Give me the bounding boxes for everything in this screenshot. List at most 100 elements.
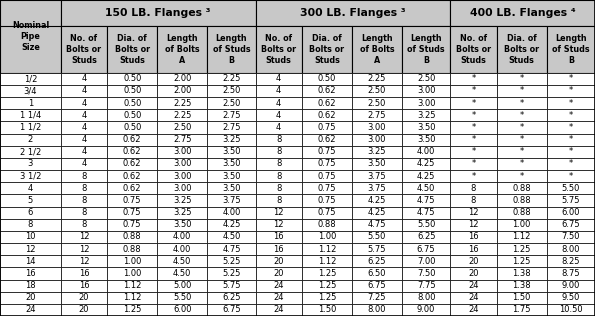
Bar	[255, 73, 302, 85]
Bar	[352, 267, 402, 279]
Bar	[207, 73, 255, 85]
Text: 0.75: 0.75	[318, 123, 336, 132]
Bar	[402, 85, 450, 97]
Text: 24: 24	[25, 306, 36, 314]
Bar	[0, 219, 61, 231]
Bar	[450, 146, 497, 158]
Text: 2.50: 2.50	[222, 87, 240, 95]
Bar	[302, 170, 352, 182]
Text: 4: 4	[82, 99, 87, 107]
Text: *: *	[519, 160, 524, 168]
Text: 8: 8	[82, 220, 87, 229]
Bar	[450, 0, 595, 26]
Text: 4: 4	[82, 74, 87, 83]
Bar	[255, 279, 302, 292]
Text: 3.00: 3.00	[417, 99, 436, 107]
Text: 2.75: 2.75	[222, 123, 240, 132]
Bar	[157, 170, 207, 182]
Text: Length
of Studs
B: Length of Studs B	[408, 34, 445, 65]
Bar	[255, 133, 302, 146]
Text: *: *	[471, 87, 475, 95]
Text: 0.62: 0.62	[318, 99, 336, 107]
Bar	[0, 85, 61, 97]
Text: 0.62: 0.62	[318, 135, 336, 144]
Bar	[302, 219, 352, 231]
Text: 8: 8	[82, 196, 87, 205]
Bar	[0, 304, 61, 316]
Bar	[0, 73, 61, 85]
Bar	[255, 206, 302, 219]
Text: 1.00: 1.00	[318, 233, 336, 241]
Text: 24: 24	[274, 306, 284, 314]
Text: 8.00: 8.00	[562, 245, 580, 253]
Text: *: *	[519, 135, 524, 144]
Text: *: *	[519, 111, 524, 120]
Bar	[107, 219, 157, 231]
Bar	[547, 194, 595, 206]
Text: *: *	[569, 147, 573, 156]
Bar	[497, 267, 547, 279]
Bar	[402, 158, 450, 170]
Text: 9.50: 9.50	[562, 293, 580, 302]
Text: 12: 12	[468, 220, 479, 229]
Bar	[61, 146, 107, 158]
Bar	[450, 194, 497, 206]
Text: 3.00: 3.00	[173, 172, 192, 180]
Bar	[497, 182, 547, 194]
Bar	[497, 109, 547, 121]
Text: 1.25: 1.25	[318, 269, 336, 278]
Text: 4.00: 4.00	[173, 233, 192, 241]
Bar	[302, 121, 352, 133]
Text: 0.50: 0.50	[123, 99, 142, 107]
Bar	[61, 26, 107, 73]
Text: 5.25: 5.25	[222, 257, 240, 266]
Bar	[0, 133, 61, 146]
Text: 0.50: 0.50	[123, 87, 142, 95]
Text: 3.75: 3.75	[368, 172, 386, 180]
Text: 20: 20	[468, 257, 479, 266]
Text: 3.25: 3.25	[368, 147, 386, 156]
Bar	[157, 121, 207, 133]
Text: 0.75: 0.75	[318, 160, 336, 168]
Text: 0.50: 0.50	[123, 123, 142, 132]
Text: 0.62: 0.62	[123, 135, 142, 144]
Bar	[207, 97, 255, 109]
Text: 1.25: 1.25	[318, 281, 336, 290]
Text: Dia. of
Bolts or
Studs: Dia. of Bolts or Studs	[504, 34, 539, 65]
Text: 2.25: 2.25	[368, 74, 386, 83]
Bar	[107, 255, 157, 267]
Bar	[450, 243, 497, 255]
Bar	[402, 255, 450, 267]
Bar	[402, 73, 450, 85]
Bar	[157, 26, 207, 73]
Bar	[302, 206, 352, 219]
Text: No. of
Bolts or
Studs: No. of Bolts or Studs	[67, 34, 102, 65]
Bar	[107, 146, 157, 158]
Bar	[157, 146, 207, 158]
Text: 8.00: 8.00	[417, 293, 436, 302]
Text: 18: 18	[25, 281, 36, 290]
Bar	[255, 292, 302, 304]
Text: 8.00: 8.00	[368, 306, 386, 314]
Text: 3 1/2: 3 1/2	[20, 172, 41, 180]
Text: 5.75: 5.75	[368, 245, 386, 253]
Bar	[402, 279, 450, 292]
Bar	[352, 279, 402, 292]
Text: 0.75: 0.75	[318, 172, 336, 180]
Text: 4.25: 4.25	[417, 172, 436, 180]
Text: 12: 12	[79, 257, 89, 266]
Text: 150 LB. Flanges ³: 150 LB. Flanges ³	[105, 8, 211, 18]
Text: 1.50: 1.50	[318, 306, 336, 314]
Text: 20: 20	[79, 293, 89, 302]
Text: 4.00: 4.00	[173, 245, 192, 253]
Text: 300 LB. Flanges ³: 300 LB. Flanges ³	[300, 8, 406, 18]
Bar	[352, 231, 402, 243]
Bar	[61, 133, 107, 146]
Text: 4.75: 4.75	[222, 245, 240, 253]
Bar	[302, 158, 352, 170]
Bar	[255, 26, 302, 73]
Text: 8: 8	[276, 160, 281, 168]
Text: *: *	[519, 74, 524, 83]
Bar	[157, 243, 207, 255]
Text: Dia. of
Bolts or
Studs: Dia. of Bolts or Studs	[115, 34, 150, 65]
